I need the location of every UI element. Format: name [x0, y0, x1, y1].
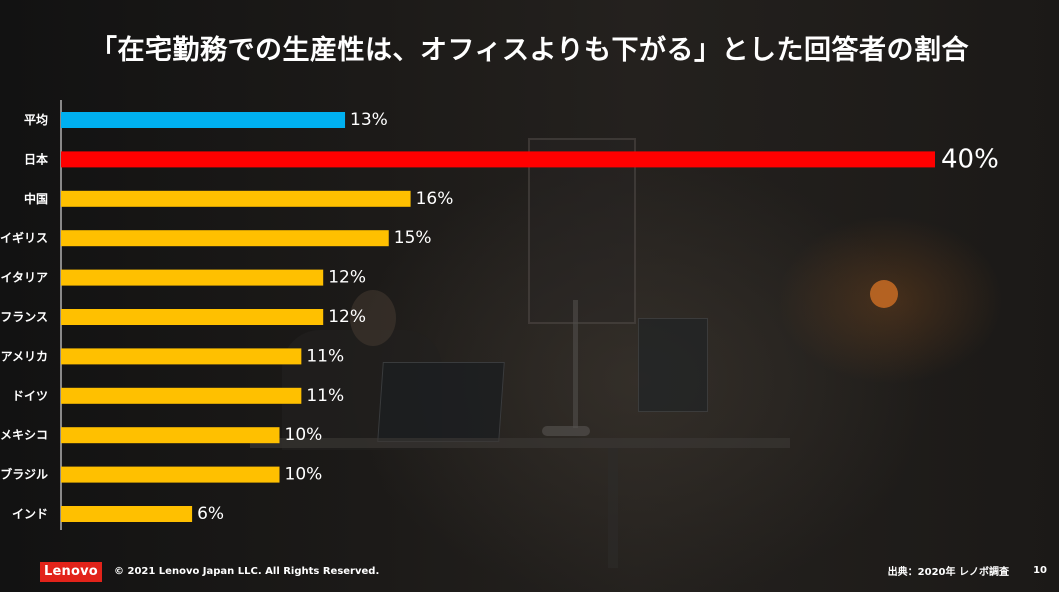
category-label: イタリア [0, 271, 48, 285]
category-label: 平均 [24, 112, 48, 127]
bar [61, 466, 280, 483]
data-label: 11% [306, 346, 344, 366]
bar [61, 506, 193, 522]
bar [61, 348, 302, 365]
bar [61, 269, 324, 286]
bar [61, 427, 280, 444]
data-label: 6% [197, 504, 224, 524]
category-label: アメリカ [1, 349, 48, 363]
category-label: フランス [0, 310, 48, 324]
lenovo-logo: Lenovo [40, 562, 102, 582]
data-label: 11% [306, 386, 344, 406]
background-picture-frame [528, 138, 636, 324]
data-label: 10% [285, 465, 323, 485]
bar [61, 387, 302, 404]
bar [61, 151, 935, 168]
bar [61, 190, 411, 207]
copyright-text: © 2021 Lenovo Japan LLC. All Rights Rese… [114, 566, 380, 577]
data-label: 12% [328, 268, 366, 288]
bar [61, 309, 324, 325]
background-light [870, 280, 898, 308]
source-text: 出典：2020年 レノボ調査 [887, 567, 1009, 578]
data-label: 15% [394, 228, 432, 248]
category-label: メキシコ [0, 428, 48, 442]
background-lamp [573, 300, 578, 428]
page-number: 10 [1033, 565, 1047, 576]
data-label: 10% [285, 425, 323, 445]
bar [61, 112, 346, 128]
background-monitor [638, 318, 708, 412]
category-label: ブラジル [0, 467, 48, 482]
data-label: 13% [350, 110, 388, 130]
category-label: 中国 [24, 191, 48, 206]
slide-title: 「在宅勤務での生産性は、オフィスよりも下がる」とした回答者の割合 [90, 35, 969, 66]
data-label: 16% [416, 189, 454, 209]
data-label: 12% [328, 307, 366, 327]
background-desk-leg [608, 448, 618, 568]
background-lamp-base [542, 426, 590, 436]
category-label: 日本 [24, 151, 48, 166]
category-label: イギリス [0, 230, 48, 245]
bar [61, 230, 389, 247]
category-label: ドイツ [12, 389, 48, 403]
data-label: 40% [941, 144, 999, 174]
background-desk [250, 438, 790, 448]
background-person-head [350, 290, 396, 346]
category-label: インド [12, 507, 48, 521]
